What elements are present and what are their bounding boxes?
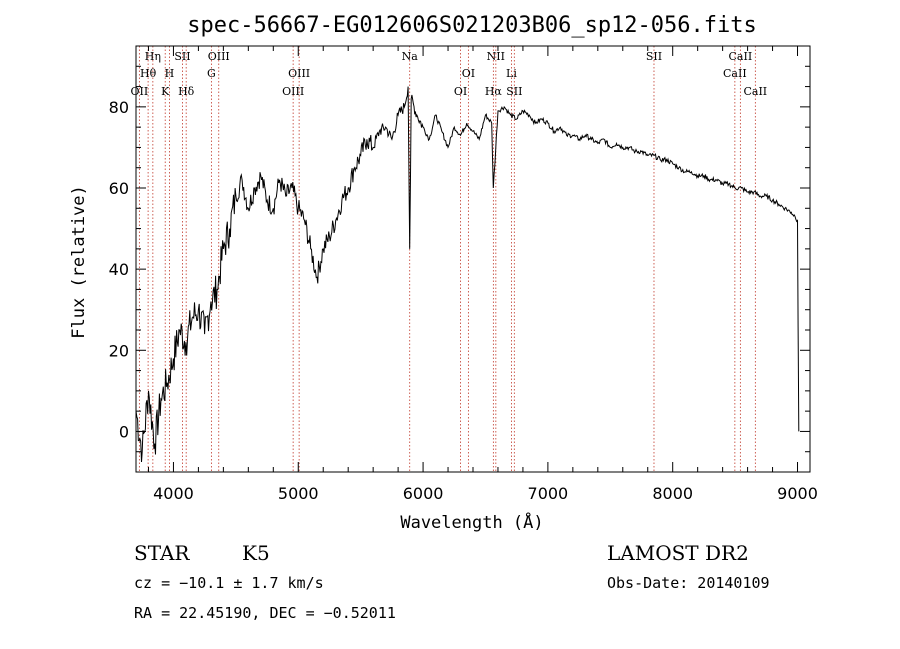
spectral-line-label: CaII	[729, 50, 753, 63]
spectral-line-label: K	[161, 85, 170, 98]
object-class: STAR	[134, 541, 190, 565]
spectral-line-label: Hδ	[178, 85, 195, 98]
plot-frame	[135, 45, 811, 473]
x-tick-label: 4000	[153, 484, 194, 503]
spectral-line-label: OIII	[282, 85, 304, 98]
spectral-line-label: G	[207, 67, 216, 80]
x-tick-label: 8000	[652, 484, 693, 503]
x-axis-label: Wavelength (Å)	[400, 511, 543, 533]
y-axis-label: Flux (relative)	[69, 185, 89, 339]
axis-ticks: 4000 5000 6000 7000 8000 9000 0 20 40 60 80	[109, 46, 818, 503]
y-tick-label: 40	[109, 260, 129, 279]
spectral-line-label: Hθ	[140, 67, 157, 80]
spectral-line-markers: Hη Hθ OII HK SII Hδ OIII G OIII OIII Na OI OI NII HαLi…	[131, 46, 767, 472]
spectral-line-label: OIII	[288, 67, 310, 80]
object-subclass: K5	[242, 541, 270, 565]
x-tick-label: 7000	[528, 484, 569, 503]
y-tick-label: 60	[109, 179, 129, 198]
spectral-line-label: Hα	[485, 85, 503, 98]
spectral-line-label: CaII	[743, 85, 767, 98]
y-tick-label: 0	[119, 422, 129, 441]
spectrum-line	[135, 86, 800, 463]
spectral-line-label: SII	[646, 50, 662, 63]
spectral-line-label: OII	[131, 85, 149, 98]
spectral-line-label: Hη	[145, 50, 161, 63]
spectral-line-label: OI	[462, 67, 475, 80]
spectral-line-label: SII	[506, 85, 522, 98]
x-tick-label: 6000	[403, 484, 444, 503]
y-tick-label: 80	[109, 98, 129, 117]
spectral-line-label: CaII	[723, 67, 747, 80]
x-tick-label: 9000	[777, 484, 818, 503]
spectral-line-label: NII	[487, 50, 505, 63]
spectral-line-label: Na	[402, 50, 419, 63]
spectral-line-label: H	[165, 67, 175, 80]
spectral-line-label: SII	[174, 50, 190, 63]
chart-title: spec-56667-EG012606S021203B06_sp12-056.f…	[187, 13, 757, 38]
spectral-line-label: OI	[454, 85, 467, 98]
x-tick-label: 5000	[278, 484, 319, 503]
ra-dec: RA = 22.45190, DEC = −0.52011	[134, 604, 396, 622]
y-tick-label: 20	[109, 341, 129, 360]
observation-date: Obs-Date: 20140109	[607, 574, 770, 592]
survey-name: LAMOST DR2	[607, 541, 749, 565]
spectral-line-label: OIII	[208, 50, 230, 63]
spectral-line-label: Li	[506, 67, 517, 80]
redshift-cz: cz = −10.1 ± 1.7 km/s	[134, 574, 324, 592]
